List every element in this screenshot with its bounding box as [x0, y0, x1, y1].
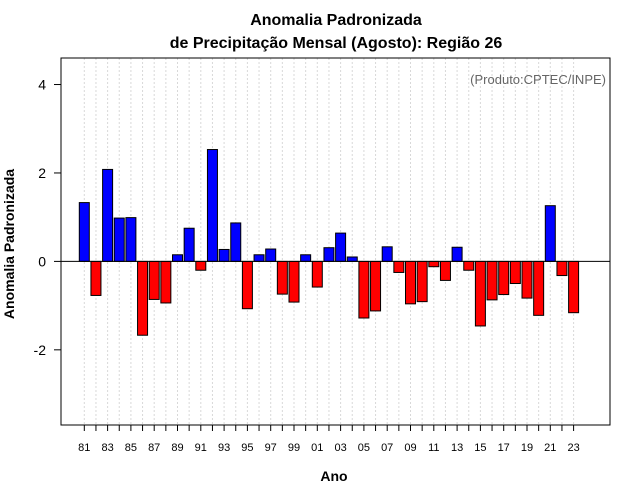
bar-23 — [568, 260, 580, 314]
product-credit: (Produto:CPTEC/INPE) — [470, 72, 606, 87]
bar-22 — [556, 260, 568, 277]
x-tick-label-23: 23 — [567, 442, 579, 454]
bar-98 — [276, 260, 288, 295]
bar-96 — [253, 254, 265, 262]
bar-89 — [172, 254, 183, 262]
bar-85 — [125, 217, 137, 262]
x-tick-label-89: 89 — [171, 442, 183, 454]
x-tick-label-03: 03 — [334, 442, 346, 454]
y-tick-label: 4 — [38, 77, 46, 93]
bar-04 — [346, 256, 358, 262]
x-tick-label-01: 01 — [311, 442, 323, 454]
y-tick-label: 0 — [38, 253, 46, 269]
bar-08 — [393, 260, 405, 273]
x-tick-label-93: 93 — [218, 442, 230, 454]
chart-title-line2: de Precipitação Mensal (Agosto): Região … — [170, 35, 503, 52]
y-tick-label: 2 — [38, 165, 46, 181]
x-tick-label-15: 15 — [474, 442, 486, 454]
y-axis-label: Anomalia Padronizada — [1, 169, 17, 319]
bar-94 — [230, 222, 242, 262]
bar-99 — [288, 260, 300, 303]
bar-00 — [300, 254, 312, 262]
x-tick-label-09: 09 — [404, 442, 416, 454]
bar-16 — [486, 260, 498, 301]
x-tick-label-87: 87 — [148, 442, 160, 454]
bar-14 — [463, 260, 475, 271]
x-tick-label-81: 81 — [78, 442, 90, 454]
x-tick-label-83: 83 — [101, 442, 113, 454]
bar-18 — [509, 260, 521, 285]
x-tick-label-91: 91 — [195, 442, 207, 454]
bar-82 — [90, 260, 102, 296]
bar-92 — [206, 149, 218, 262]
x-axis-label: Ano — [320, 468, 347, 484]
x-tick-label-99: 99 — [288, 442, 300, 454]
plot-frame — [60, 57, 611, 426]
x-tick-label-85: 85 — [125, 442, 137, 454]
y-axis: -2 0 2 4 — [34, 77, 61, 358]
bar-07 — [381, 246, 393, 262]
bar-88 — [160, 260, 172, 304]
x-tick-label-21: 21 — [544, 442, 556, 454]
bar-83 — [102, 168, 114, 262]
bar-02 — [323, 247, 335, 262]
x-axis: 81 83 85 87 89 91 93 95 97 99 01 03 05 07 09 11 13 15 17 19… — [78, 425, 580, 454]
x-tick-label-17: 17 — [498, 442, 510, 454]
x-tick-label-05: 05 — [358, 442, 370, 454]
x-tick-label-11: 11 — [428, 442, 439, 454]
bar-97 — [265, 248, 277, 262]
chart-title-line1: Anomalia Padronizada — [250, 12, 422, 29]
bar-12 — [439, 260, 451, 281]
bar-10 — [416, 260, 428, 303]
bar-20 — [533, 260, 545, 316]
bar-86 — [137, 260, 149, 336]
bar-15 — [474, 260, 486, 327]
vertical-gridlines — [83, 58, 575, 425]
bar-91 — [195, 260, 207, 271]
bar-84 — [113, 217, 125, 262]
x-tick-label-95: 95 — [241, 442, 253, 454]
bar-03 — [335, 232, 347, 262]
bar-06 — [370, 260, 382, 312]
bars-group — [78, 149, 580, 336]
bar-90 — [183, 227, 195, 262]
x-tick-label-13: 13 — [451, 442, 463, 454]
bar-19 — [521, 260, 533, 299]
bar-87 — [148, 260, 160, 300]
x-tick-label-07: 07 — [381, 442, 393, 454]
bar-21 — [544, 205, 556, 262]
bar-09 — [405, 260, 416, 305]
bar-17 — [498, 260, 510, 296]
bar-95 — [241, 260, 253, 310]
bar-11 — [428, 260, 440, 268]
bar-05 — [358, 260, 370, 319]
bar-93 — [218, 248, 230, 262]
bar-01 — [311, 260, 323, 288]
bar-81 — [78, 202, 90, 262]
y-tick-label: -2 — [34, 342, 47, 358]
x-tick-label-97: 97 — [265, 442, 277, 454]
bar-13 — [451, 246, 463, 262]
x-tick-label-19: 19 — [521, 442, 533, 454]
